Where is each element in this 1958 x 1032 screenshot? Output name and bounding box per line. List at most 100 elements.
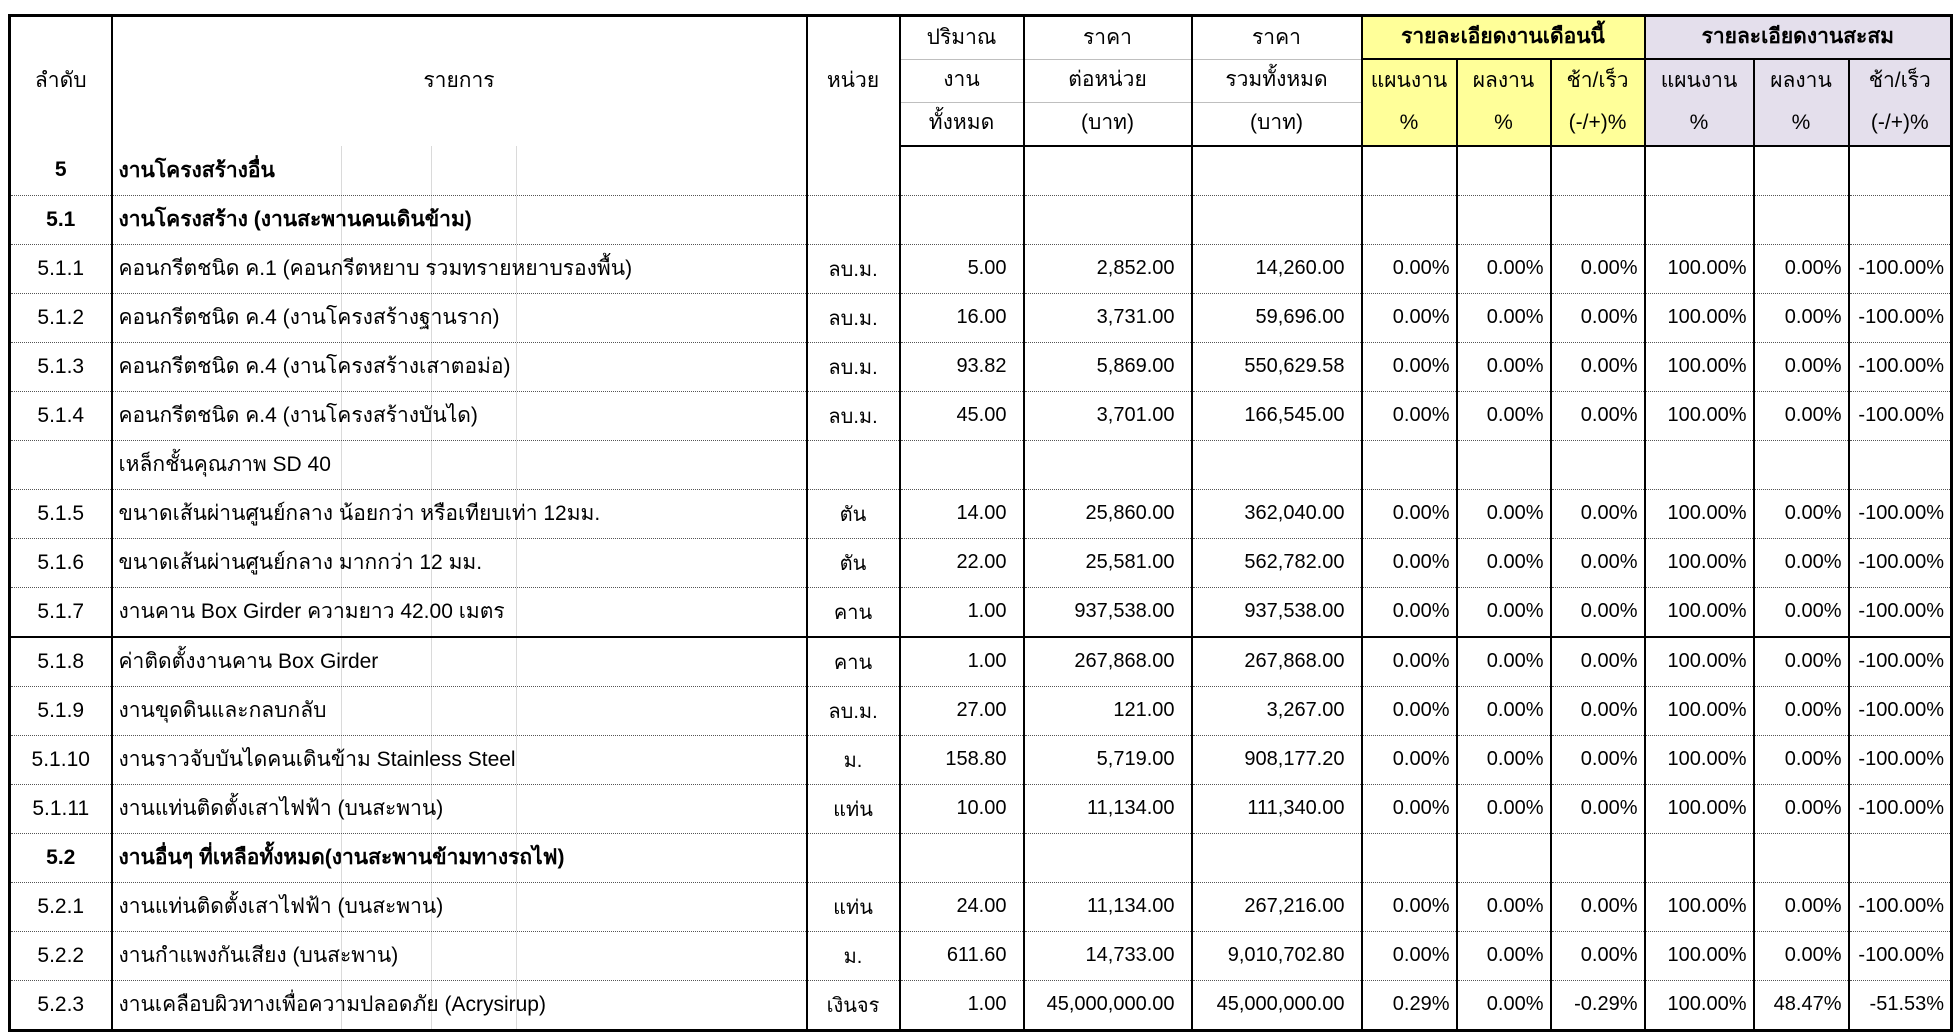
cell-qty: 1.00 [898,587,1024,638]
cell-item: ค่าติดตั้งงานคาน Box Girder [110,636,807,687]
cell-item: ขนาดเส้นผ่านศูนย์กลาง น้อยกว่า หรือเทียบ… [110,489,807,539]
cell-total-price: 908,177.20 [1190,735,1362,785]
cell-no: 5.2.1 [8,882,112,932]
cell-month-diff: 0.00% [1549,686,1645,736]
cell-item: เหล็กชั้นคุณภาพ SD 40 [110,440,807,490]
cell-unit [805,145,900,196]
cell-unit: ลบ.ม. [805,391,900,441]
cell-month-plan: 0.00% [1360,293,1457,343]
table-row: 5.1.4 คอนกรีตชนิด ค.4 (งานโครงสร้างบันได)… [8,391,1952,441]
group-header-month: รายละเอียดงานเดือนนี้ [1360,15,1645,60]
cell-cum-plan: 100.00% [1643,587,1754,638]
cell-no: 5.1.2 [8,293,112,343]
table-header: ลำดับ รายการ หน่วย ปริมาณ ราคา ราคา รายล… [8,15,1952,147]
cell-total-price: 9,010,702.80 [1190,931,1362,981]
cell-unit: ตัน [805,538,900,588]
cell-month-actual: 0.00% [1455,342,1551,392]
cell-no: 5 [8,145,112,196]
cell-unit: ลบ.ม. [805,686,900,736]
cell-unit-price: 25,581.00 [1022,538,1192,588]
cell-unit: เงินจร [805,980,900,1030]
cell-month-actual: 0.00% [1455,980,1551,1030]
cell-item: คอนกรีตชนิด ค.1 (คอนกรีตหยาบ รวมทรายหยาบ… [110,244,807,294]
table-row: 5.1.7 งานคาน Box Girder ความยาว 42.00 เมต… [8,587,1952,638]
cell-unit: คาน [805,587,900,638]
cell-item: งานคาน Box Girder ความยาว 42.00 เมตร [110,587,807,638]
cell-cum-plan: 100.00% [1643,342,1754,392]
cell-month-diff: 0.00% [1549,391,1645,441]
cell-qty: 10.00 [898,784,1024,834]
cell-month-plan [1360,195,1457,245]
cell-total-price [1190,145,1362,196]
cell-month-diff: 0.00% [1549,538,1645,588]
cell-month-plan: 0.00% [1360,538,1457,588]
col-header-cum-plan-pct: % [1643,102,1754,147]
cell-month-plan: 0.00% [1360,489,1457,539]
cell-cum-actual: 0.00% [1752,391,1849,441]
table-row: 5.1.10 งานราวจับบันไดคนเดินข้าม Stainless… [8,735,1952,785]
cell-item: งานแท่นติดตั้งเสาไฟฟ้า (บนสะพาน) [110,882,807,932]
table-row: เหล็กชั้นคุณภาพ SD 40 [8,440,1952,490]
cell-unit-price: 5,869.00 [1022,342,1192,392]
cell-total-price: 937,538.00 [1190,587,1362,638]
cell-total-price: 562,782.00 [1190,538,1362,588]
cell-unit-price: 25,860.00 [1022,489,1192,539]
cell-cum-actual [1752,440,1849,490]
progress-table: ลำดับ รายการ หน่วย ปริมาณ ราคา ราคา รายล… [8,14,1954,1032]
cell-cum-actual: 0.00% [1752,342,1849,392]
col-header-unit-price-line2: ต่อหน่วย [1022,58,1192,102]
cell-no: 5.1.9 [8,686,112,736]
cell-cum-actual: 0.00% [1752,538,1849,588]
cell-month-diff [1549,440,1645,490]
cell-cum-actual: 0.00% [1752,686,1849,736]
cell-unit-price [1022,440,1192,490]
col-header-total-price-line2: รวมทั้งหมด [1190,58,1362,102]
cell-no: 5.1.4 [8,391,112,441]
cell-unit-price [1022,195,1192,245]
cell-unit-price: 3,701.00 [1022,391,1192,441]
cell-month-diff [1549,195,1645,245]
cell-item: งานกำแพงกันเสียง (บนสะพาน) [110,931,807,981]
col-header-cum-diff-pct: (-/+)% [1847,102,1952,147]
cell-month-plan [1360,833,1457,883]
cell-item: คอนกรีตชนิด ค.4 (งานโครงสร้างฐานราก) [110,293,807,343]
cell-month-diff: 0.00% [1549,587,1645,638]
cell-item: งานเคลือบผิวทางเพื่อความปลอดภัย (Acrysir… [110,980,807,1030]
cell-cum-diff: -100.00% [1847,931,1952,981]
cell-cum-diff: -100.00% [1847,342,1952,392]
col-header-month-plan-pct: % [1360,102,1457,147]
cell-month-actual [1455,145,1551,196]
cell-total-price: 111,340.00 [1190,784,1362,834]
cell-unit-price: 14,733.00 [1022,931,1192,981]
cell-month-actual [1455,440,1551,490]
col-header-no: ลำดับ [8,15,112,146]
col-header-unit-price-line3: (บาท) [1022,101,1192,147]
cell-no: 5.1.8 [8,636,112,687]
cell-unit-price: 45,000,000.00 [1022,980,1192,1030]
cell-month-diff: 0.00% [1549,636,1645,687]
col-header-month-actual: ผลงาน [1455,59,1551,102]
cell-month-plan: 0.00% [1360,391,1457,441]
cell-qty: 158.80 [898,735,1024,785]
cell-no: 5.2.3 [8,980,112,1030]
cell-cum-plan: 100.00% [1643,538,1754,588]
cell-cum-actual: 0.00% [1752,244,1849,294]
cell-cum-diff: -100.00% [1847,587,1952,638]
cell-cum-plan: 100.00% [1643,980,1754,1030]
cell-item: งานแท่นติดตั้งเสาไฟฟ้า (บนสะพาน) [110,784,807,834]
cell-qty: 1.00 [898,980,1024,1030]
cell-cum-diff: -100.00% [1847,489,1952,539]
cell-month-actual: 0.00% [1455,538,1551,588]
cell-cum-diff [1847,195,1952,245]
table-row: 5.1.5 ขนาดเส้นผ่านศูนย์กลาง น้อยกว่า หรือ… [8,489,1952,539]
cell-cum-plan [1643,195,1754,245]
cell-cum-actual [1752,195,1849,245]
col-header-total-price-line3: (บาท) [1190,101,1362,147]
cell-total-price: 45,000,000.00 [1190,980,1362,1030]
cell-cum-diff [1847,440,1952,490]
cell-cum-diff [1847,833,1952,883]
cell-unit-price: 11,134.00 [1022,784,1192,834]
cell-no [8,440,112,490]
cell-no: 5.2.2 [8,931,112,981]
cell-month-diff [1549,145,1645,196]
